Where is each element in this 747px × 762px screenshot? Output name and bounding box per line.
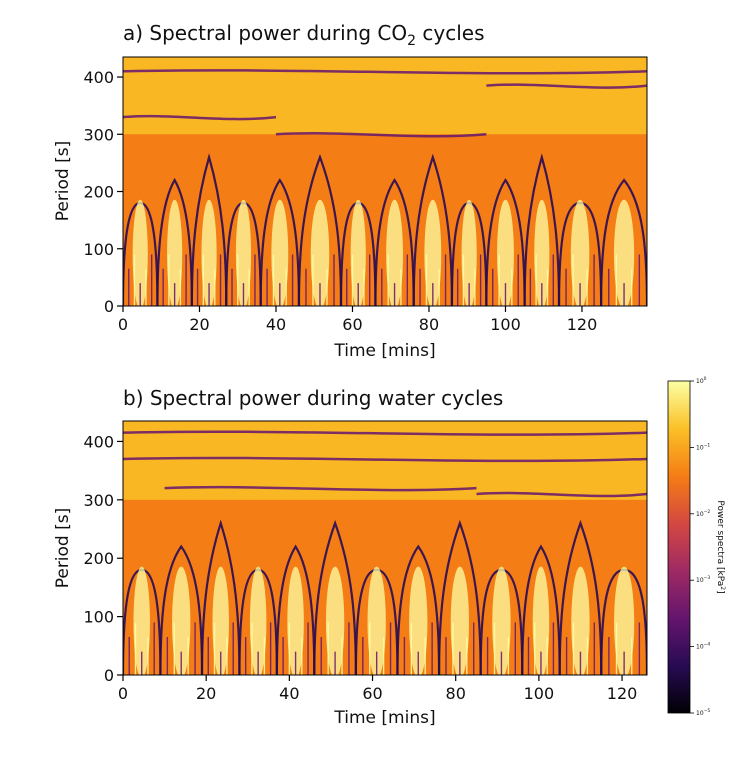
panel-b-lobe-boundary xyxy=(313,519,357,675)
panel-a-xlabel: Time [mins] xyxy=(333,341,435,361)
panel-b-xtick-label: 60 xyxy=(362,684,382,703)
panel-b-frame xyxy=(122,420,648,676)
panel-b-lobe-boundary xyxy=(200,519,241,675)
panel-a-title: a) Spectral power during CO2 cycles xyxy=(123,21,485,49)
panel-b-xtick-label: 40 xyxy=(279,684,299,703)
panel-b-axes: 0 20 40 60 80 100 120 0 100 200 300 400 xyxy=(83,432,637,703)
panel-b-ytick-label: 100 xyxy=(83,608,114,627)
panel-a-lobe-boundary xyxy=(600,178,647,306)
colorbar xyxy=(667,380,691,714)
panel-a-band xyxy=(123,57,647,135)
panel-b-lobe-core xyxy=(532,566,550,675)
panel-b-lobe-boundary xyxy=(558,519,603,675)
colorbar-ticks: 100 10−1 10−2 10−3 10−4 10−5 xyxy=(690,376,710,717)
panel-a-ytick-label: 100 xyxy=(83,240,114,259)
panel-b-lobe-core xyxy=(325,566,345,675)
colorbar-tick-label: 10−3 xyxy=(696,575,710,584)
panel-a-xtick-label: 0 xyxy=(118,315,128,334)
panel-a-period-ridge xyxy=(486,83,647,89)
panel-b-xtick-label: 80 xyxy=(446,684,466,703)
panel-b-xtick-label: 100 xyxy=(524,684,555,703)
panel-a-xtick-label: 20 xyxy=(189,315,209,334)
panel-b-lobe-boundary xyxy=(437,519,482,675)
panel-b-lobe-core xyxy=(409,566,428,675)
panel-a-lobe-boundary xyxy=(374,178,415,306)
panel-b-ytick-label: 200 xyxy=(83,549,114,568)
panel-b-lobe-core xyxy=(287,566,304,675)
panel-a-frame xyxy=(122,56,648,307)
panel-b-title: b) Spectral power during water cycles xyxy=(123,386,503,410)
panel-a-lobe-core xyxy=(497,199,514,306)
panel-a-lobe-core xyxy=(570,199,590,306)
panel-a-lobe-boundary xyxy=(485,178,526,306)
panel-a-ytick-label: 300 xyxy=(83,125,114,144)
panel-a-lobe-boundary xyxy=(190,153,228,306)
panel-b-xtick-label: 20 xyxy=(196,684,216,703)
panel-a-ytick-label: 200 xyxy=(83,183,114,202)
panel-a-lobe-core xyxy=(235,199,252,306)
panel-b-ytick-label: 400 xyxy=(83,432,114,451)
panel-a-ytick-label: 0 xyxy=(104,297,114,316)
panel-b-lobe-boundary xyxy=(396,544,441,675)
colorbar-tick-label: 10−1 xyxy=(696,442,710,451)
panel-a-lobe-boundary xyxy=(297,154,343,306)
panel-b-period-ridge xyxy=(123,430,647,436)
panel-a-lobe-core xyxy=(271,199,289,306)
panel-a-period-ridge xyxy=(275,132,487,138)
panel-b-lobe-core xyxy=(571,566,590,675)
panel-a-xtick-label: 60 xyxy=(342,315,362,334)
panel-a-lobe-boundary xyxy=(156,177,193,306)
colorbar-tick-label: 10−4 xyxy=(696,642,710,651)
panel-b-period-ridge xyxy=(123,456,647,463)
panel-a-lobe-core xyxy=(350,199,366,306)
panel-b-lobe-core xyxy=(492,566,511,675)
panel-a-lobe-core xyxy=(201,199,217,306)
panel-b-heatmap xyxy=(123,421,647,675)
panel-b-lobe-core xyxy=(212,566,229,675)
panel-a-xtick-label: 120 xyxy=(567,315,598,334)
panel-b-lobe-boundary xyxy=(159,544,204,675)
panel-b-lobe-core xyxy=(450,566,470,675)
panel-b-lobe-core xyxy=(367,566,386,675)
panel-a-xtick-label: 40 xyxy=(266,315,286,334)
panel-b-lobe-core xyxy=(249,566,267,675)
panel-b-ytick-label: 0 xyxy=(104,666,114,685)
panel-a-lobe-core xyxy=(461,199,477,306)
panel-b-ytick-label: 300 xyxy=(83,491,114,510)
panel-a-ylabel: Period [s] xyxy=(53,141,73,222)
panel-a-lobe-boundary xyxy=(523,153,561,306)
panel-b-period-ridge xyxy=(476,491,647,498)
panel-a-lobe-core xyxy=(386,199,403,306)
panel-a-axes: 0 20 40 60 80 100 120 0 100 200 300 400 xyxy=(83,68,597,334)
panel-a-lobe-core xyxy=(167,199,183,306)
panel-b-ylabel: Period [s] xyxy=(53,508,73,589)
panel-a-lobe-core xyxy=(424,199,442,306)
panel-b-lobe-core xyxy=(133,566,150,675)
colorbar-label: Power spectra [kPa2] xyxy=(715,500,726,593)
panel-a-heatmap xyxy=(123,57,647,306)
panel-b-xtick-label: 0 xyxy=(118,684,128,703)
panel-b-xtick-label: 120 xyxy=(607,684,638,703)
panel-a-period-ridge xyxy=(123,114,277,121)
colorbar-tick-label: 10−5 xyxy=(696,708,710,717)
panel-a-lobe-core xyxy=(613,199,635,306)
panel-a-lobe-core xyxy=(310,199,330,306)
panel-a-xtick-label: 80 xyxy=(419,315,439,334)
panel-a-lobe-boundary xyxy=(259,178,301,306)
panel-a-lobe-boundary xyxy=(412,153,454,306)
panel-b-lobe-core xyxy=(172,566,191,675)
panel-b-lobe-core xyxy=(614,566,635,675)
colorbar-tick-label: 10−2 xyxy=(696,509,710,518)
panel-a-ytick-label: 400 xyxy=(83,68,114,87)
panel-b-period-ridge xyxy=(164,485,477,492)
panel-a-lobe-core xyxy=(534,199,550,306)
colorbar-tick-label: 100 xyxy=(696,376,707,385)
panel-a-xtick-label: 100 xyxy=(490,315,521,334)
panel-a-period-ridge xyxy=(123,69,647,75)
panel-b-xlabel: Time [mins] xyxy=(333,708,435,728)
panel-b-lobe-boundary xyxy=(521,544,561,675)
panel-b-lobe-boundary xyxy=(275,544,316,675)
panel-a-lobe-core xyxy=(132,199,148,306)
